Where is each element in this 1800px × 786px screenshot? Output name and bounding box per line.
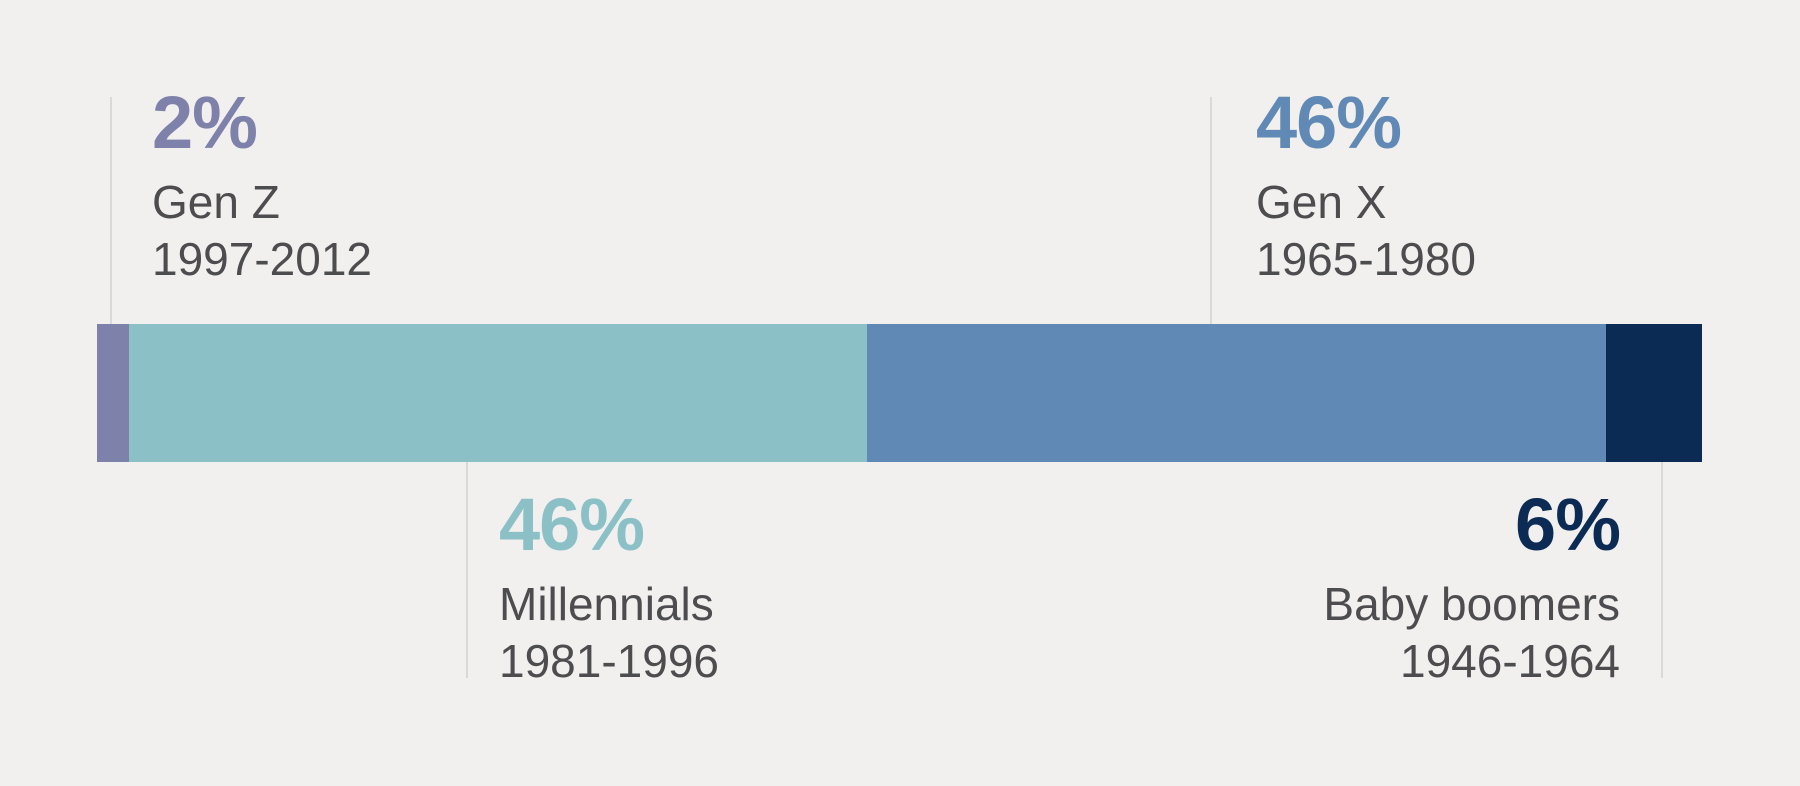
leader-line-baby-boomers: [1661, 462, 1663, 678]
millennials-percent: 46%: [499, 483, 645, 566]
leader-line-millennials: [466, 462, 468, 678]
bar-segment-gen-x: [867, 324, 1606, 462]
gen-z-label: Gen Z: [152, 176, 280, 228]
gen-x-percent: 46%: [1256, 81, 1402, 164]
millennials-label: Millennials: [499, 578, 714, 630]
callout-baby-boomers: 6% Baby boomers 1946-1964: [1323, 483, 1621, 690]
bar-segment-millennials: [129, 324, 868, 462]
gen-x-years: 1965-1980: [1256, 233, 1476, 285]
gen-z-percent: 2%: [152, 81, 258, 164]
baby-boomers-percent: 6%: [1515, 483, 1621, 566]
leader-line-gen-z: [110, 97, 112, 324]
bar-segment-baby-boomers: [1605, 324, 1702, 462]
callout-gen-z: 2% Gen Z 1997-2012: [152, 86, 372, 288]
gen-z-years: 1997-2012: [152, 233, 372, 285]
callout-gen-x: 46% Gen X 1965-1980: [1256, 86, 1476, 288]
baby-boomers-label: Baby boomers: [1323, 578, 1620, 630]
leader-line-gen-x: [1210, 97, 1212, 324]
callout-millennials: 46% Millennials 1981-1996: [499, 488, 719, 690]
bar-segment-gen-z: [97, 324, 130, 462]
stacked-bar: [97, 324, 1702, 462]
gen-x-label: Gen X: [1256, 176, 1387, 228]
baby-boomers-years: 1946-1964: [1400, 635, 1620, 687]
millennials-years: 1981-1996: [499, 635, 719, 687]
